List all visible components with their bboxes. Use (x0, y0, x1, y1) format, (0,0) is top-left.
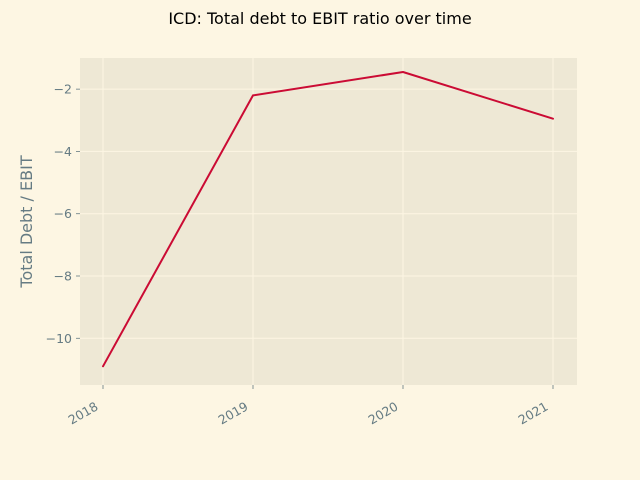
series-lines (102, 71, 554, 368)
y-tick-label: −4 (54, 144, 72, 159)
y-tick-label: −8 (54, 269, 72, 284)
grid (80, 58, 577, 385)
y-tick-label: −6 (54, 206, 72, 221)
y-axis: −10 −8 −6 −4 −2 (46, 82, 80, 346)
plot-area (80, 58, 577, 385)
y-tick-label: −10 (46, 331, 72, 346)
series-line (102, 71, 554, 368)
y-tick-label: −2 (54, 82, 72, 97)
y-axis-label: Total Debt / EBIT (17, 155, 36, 288)
chart-title: ICD: Total debt to EBIT ratio over time (168, 9, 471, 28)
